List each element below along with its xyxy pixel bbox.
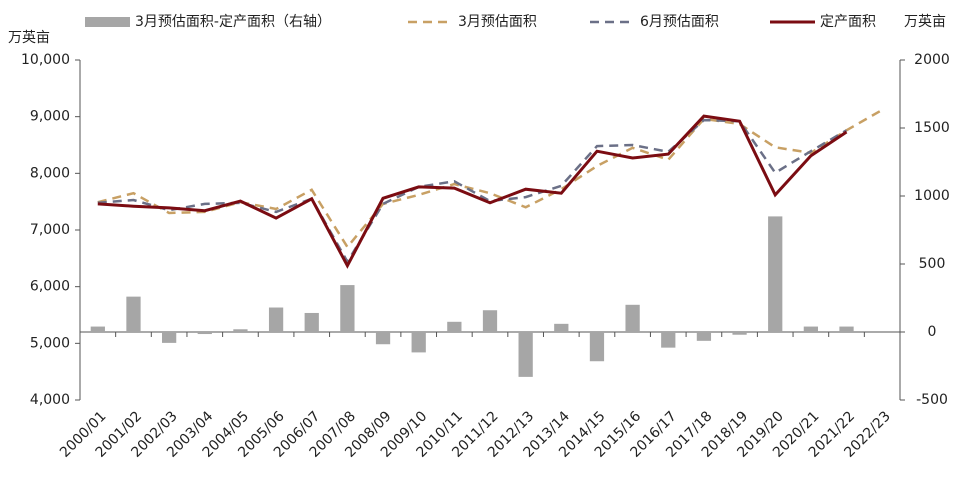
bar bbox=[696, 332, 712, 341]
y2-tick-label: 0 bbox=[928, 324, 937, 340]
y-tick-label: 10,000 bbox=[21, 52, 70, 68]
bar bbox=[304, 312, 319, 332]
bar bbox=[90, 326, 105, 332]
y2-tick-label: 500 bbox=[919, 256, 946, 272]
y2-axis-label: 万英亩 bbox=[904, 13, 946, 30]
bar bbox=[162, 332, 177, 343]
bar bbox=[340, 285, 355, 332]
y2-tick-label: 2000 bbox=[914, 52, 950, 68]
bar bbox=[732, 332, 747, 335]
bar bbox=[126, 296, 141, 332]
bar bbox=[482, 310, 498, 332]
y2-tick-label: -500 bbox=[916, 392, 948, 408]
bar bbox=[839, 326, 854, 332]
line bbox=[97, 108, 883, 250]
legend-label: 3月预估面积 bbox=[458, 14, 537, 30]
bar bbox=[768, 216, 783, 332]
bar bbox=[518, 332, 533, 377]
legend-label: 3月预估面积-定产面积（右轴） bbox=[135, 14, 331, 30]
y-tick-label: 6,000 bbox=[30, 279, 70, 295]
legend-swatch bbox=[85, 17, 130, 27]
bar bbox=[233, 329, 248, 332]
bar bbox=[661, 332, 676, 348]
legend-label: 定产面积 bbox=[820, 14, 876, 30]
y-tick-label: 4,000 bbox=[30, 392, 70, 408]
bar bbox=[268, 307, 284, 332]
bar bbox=[554, 323, 569, 332]
y-tick-label: 8,000 bbox=[30, 165, 70, 181]
y-axis-label: 万英亩 bbox=[8, 29, 50, 46]
bar bbox=[411, 332, 426, 353]
line bbox=[97, 118, 848, 265]
y-tick-label: 9,000 bbox=[30, 109, 70, 125]
y2-tick-label: 1500 bbox=[914, 120, 950, 136]
bar bbox=[625, 304, 640, 332]
legend-label: 6月预估面积 bbox=[640, 14, 719, 30]
line bbox=[97, 114, 848, 269]
y-tick-label: 5,000 bbox=[30, 335, 70, 351]
bar bbox=[447, 321, 462, 332]
bar bbox=[589, 332, 605, 362]
bar bbox=[375, 332, 391, 345]
y2-tick-label: 1000 bbox=[914, 188, 950, 204]
bar bbox=[197, 332, 212, 335]
bar bbox=[803, 326, 818, 332]
y-tick-label: 7,000 bbox=[30, 222, 70, 238]
